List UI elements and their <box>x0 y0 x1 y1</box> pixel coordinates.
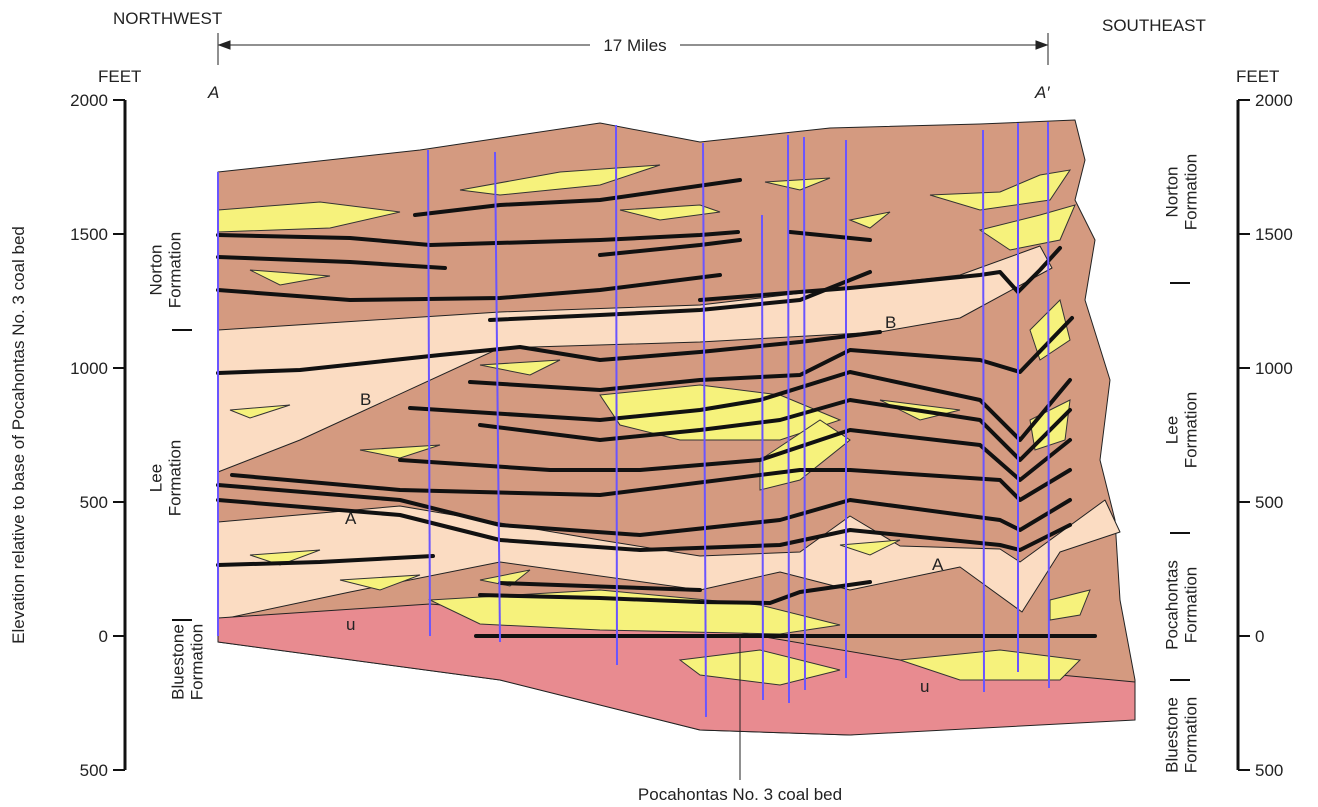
formation-label-line: Bluestone <box>1163 697 1182 773</box>
tick-label: 2000 <box>70 91 108 110</box>
drill-hole <box>616 125 617 665</box>
section-end-label: A′ <box>1034 83 1050 102</box>
cross-section: NORTHWEST SOUTHEAST 17 Miles A A′ FEET F… <box>0 0 1318 807</box>
axis-label: Elevation relative to base of Pocahontas… <box>9 226 28 644</box>
formation-label-line: Norton <box>147 244 166 295</box>
formation-label-line: Formation <box>166 232 185 309</box>
tick-label: 500 <box>80 761 108 780</box>
tick-label: 1000 <box>70 359 108 378</box>
formation-label-line: Lee <box>1163 416 1182 444</box>
drill-hole <box>804 137 805 690</box>
formation-label-line: Pocahontas <box>1163 560 1182 650</box>
formation-label-line: Formation <box>188 624 207 701</box>
axis-unit: FEET <box>1236 67 1279 86</box>
formation-label-line: Bluestone <box>169 624 188 700</box>
formation-label-line: Formation <box>166 440 185 517</box>
formation-label-line: Formation <box>1182 392 1201 469</box>
formation-label-line: Lee <box>147 464 166 492</box>
tick-label: 1500 <box>70 225 108 244</box>
tick-label: 500 <box>80 493 108 512</box>
tick-label: 1000 <box>1255 359 1293 378</box>
direction-label: NORTHWEST <box>113 9 222 28</box>
layer-label: B <box>360 390 371 409</box>
layer-label: A <box>345 509 357 528</box>
distance-label: 17 Miles <box>603 36 666 55</box>
drill-hole <box>762 215 763 700</box>
formation-label-line: Formation <box>1182 567 1201 644</box>
tick-label: 500 <box>1255 761 1283 780</box>
drill-hole <box>983 130 984 692</box>
direction-label: SOUTHEAST <box>1102 16 1206 35</box>
tick-label: 2000 <box>1255 91 1293 110</box>
arrowhead <box>219 41 230 49</box>
arrowhead <box>1036 41 1047 49</box>
layer-label: A <box>932 555 944 574</box>
drill-hole <box>1048 122 1049 688</box>
formation-label-line: Norton <box>1163 166 1182 217</box>
tick-label: 0 <box>1255 627 1264 646</box>
coal-bed-label: Pocahontas No. 3 coal bed <box>638 785 842 804</box>
tick-label: 500 <box>1255 493 1283 512</box>
layer-label: u <box>920 677 929 696</box>
tick-label: 1500 <box>1255 225 1293 244</box>
layer-label: u <box>346 615 355 634</box>
drill-hole <box>788 135 789 703</box>
section-end-label: A <box>207 83 219 102</box>
tick-label: 0 <box>99 627 108 646</box>
axis-unit: FEET <box>98 67 141 86</box>
formation-label-line: Formation <box>1182 154 1201 231</box>
layer-label: B <box>885 313 896 332</box>
formation-label-line: Formation <box>1182 697 1201 774</box>
